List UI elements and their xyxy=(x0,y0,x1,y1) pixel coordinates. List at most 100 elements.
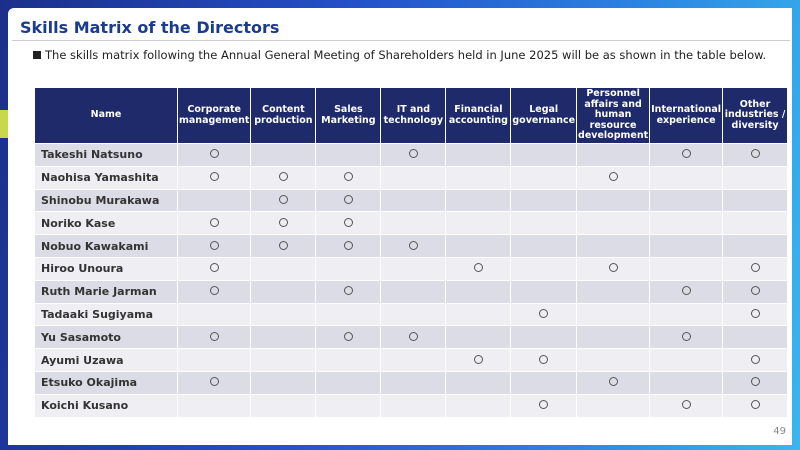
table-row: Takeshi Natsuno xyxy=(35,144,788,166)
skill-cell xyxy=(251,166,316,189)
skill-cell xyxy=(251,144,316,166)
skill-cell xyxy=(511,394,577,417)
skill-cell xyxy=(446,235,511,257)
circle-icon xyxy=(750,149,760,159)
skill-cell xyxy=(577,257,650,280)
circle-icon xyxy=(608,263,618,273)
subtitle-text: The skills matrix following the Annual G… xyxy=(45,48,767,62)
director-name: Yu Sasamoto xyxy=(35,326,177,349)
column-header: Other industries / diversity xyxy=(723,88,788,143)
skill-cell xyxy=(577,326,650,349)
circle-icon xyxy=(681,400,691,410)
skill-cell xyxy=(251,280,316,303)
skill-cell xyxy=(381,166,446,189)
skill-cell xyxy=(178,189,251,212)
skill-cell xyxy=(723,303,788,326)
director-name: Nobuo Kawakami xyxy=(35,235,177,257)
circle-icon xyxy=(681,286,691,296)
skill-cell xyxy=(577,235,650,257)
square-bullet-icon xyxy=(33,51,41,59)
circle-icon xyxy=(539,354,549,364)
skill-cell xyxy=(650,144,723,166)
circle-icon xyxy=(209,286,219,296)
skill-cell xyxy=(381,303,446,326)
circle-icon xyxy=(209,172,219,182)
skill-cell xyxy=(316,144,381,166)
skill-cell xyxy=(381,189,446,212)
skill-cell xyxy=(316,212,381,235)
director-name: Naohisa Yamashita xyxy=(35,166,177,189)
skill-cell xyxy=(511,166,577,189)
table-row: Noriko Kase xyxy=(35,212,788,235)
column-header: Content production xyxy=(251,88,316,143)
director-name: Noriko Kase xyxy=(35,212,177,235)
director-name: Hiroo Unoura xyxy=(35,257,177,280)
skill-cell xyxy=(723,144,788,166)
skill-cell xyxy=(251,349,316,371)
skill-cell xyxy=(650,371,723,394)
circle-icon xyxy=(278,217,288,227)
skill-cell xyxy=(446,303,511,326)
circle-icon xyxy=(539,308,549,318)
skill-cell xyxy=(178,280,251,303)
table-row: Shinobu Murakawa xyxy=(35,189,788,212)
circle-icon xyxy=(209,263,219,273)
column-header: Financial accounting xyxy=(446,88,511,143)
skill-cell xyxy=(251,371,316,394)
table-row: Ayumi Uzawa xyxy=(35,349,788,371)
skill-cell xyxy=(251,257,316,280)
table-row: Koichi Kusano xyxy=(35,394,788,417)
skill-cell xyxy=(381,257,446,280)
table-row: Tadaaki Sugiyama xyxy=(35,303,788,326)
circle-icon xyxy=(473,263,483,273)
skill-cell xyxy=(577,166,650,189)
column-header: Sales Marketing xyxy=(316,88,381,143)
skill-cell xyxy=(381,235,446,257)
skill-cell xyxy=(511,235,577,257)
circle-icon xyxy=(750,286,760,296)
circle-icon xyxy=(278,194,288,204)
circle-icon xyxy=(750,263,760,273)
skill-cell xyxy=(178,144,251,166)
circle-icon xyxy=(343,217,353,227)
skill-cell xyxy=(650,280,723,303)
skill-cell xyxy=(381,326,446,349)
skill-cell xyxy=(251,326,316,349)
director-name: Etsuko Okajima xyxy=(35,371,177,394)
circle-icon xyxy=(209,240,219,250)
circle-icon xyxy=(608,377,618,387)
skills-matrix-table: Name Corporate management Content produc… xyxy=(34,87,788,418)
skill-cell xyxy=(577,144,650,166)
skill-cell xyxy=(577,280,650,303)
circle-icon xyxy=(278,172,288,182)
skill-cell xyxy=(723,349,788,371)
skill-cell xyxy=(316,371,381,394)
circle-icon xyxy=(209,377,219,387)
title-divider xyxy=(12,40,790,41)
skill-cell xyxy=(650,326,723,349)
skill-cell xyxy=(178,235,251,257)
skill-cell xyxy=(178,212,251,235)
skill-cell xyxy=(316,235,381,257)
skill-cell xyxy=(446,189,511,212)
director-name: Takeshi Natsuno xyxy=(35,144,177,166)
skill-cell xyxy=(650,166,723,189)
table-header-row: Name Corporate management Content produc… xyxy=(35,88,788,143)
table-row: Etsuko Okajima xyxy=(35,371,788,394)
table-row: Hiroo Unoura xyxy=(35,257,788,280)
skill-cell xyxy=(381,212,446,235)
page-title: Skills Matrix of the Directors xyxy=(20,18,280,37)
skill-cell xyxy=(381,371,446,394)
skill-cell xyxy=(577,394,650,417)
circle-icon xyxy=(750,377,760,387)
skill-cell xyxy=(446,326,511,349)
skill-cell xyxy=(650,235,723,257)
skill-cell xyxy=(577,371,650,394)
skill-cell xyxy=(650,212,723,235)
skill-cell xyxy=(178,394,251,417)
skill-cell xyxy=(577,303,650,326)
skill-cell xyxy=(723,235,788,257)
column-header: Personnel affairs and human resource dev… xyxy=(577,88,650,143)
skill-cell xyxy=(723,166,788,189)
skill-cell xyxy=(381,144,446,166)
